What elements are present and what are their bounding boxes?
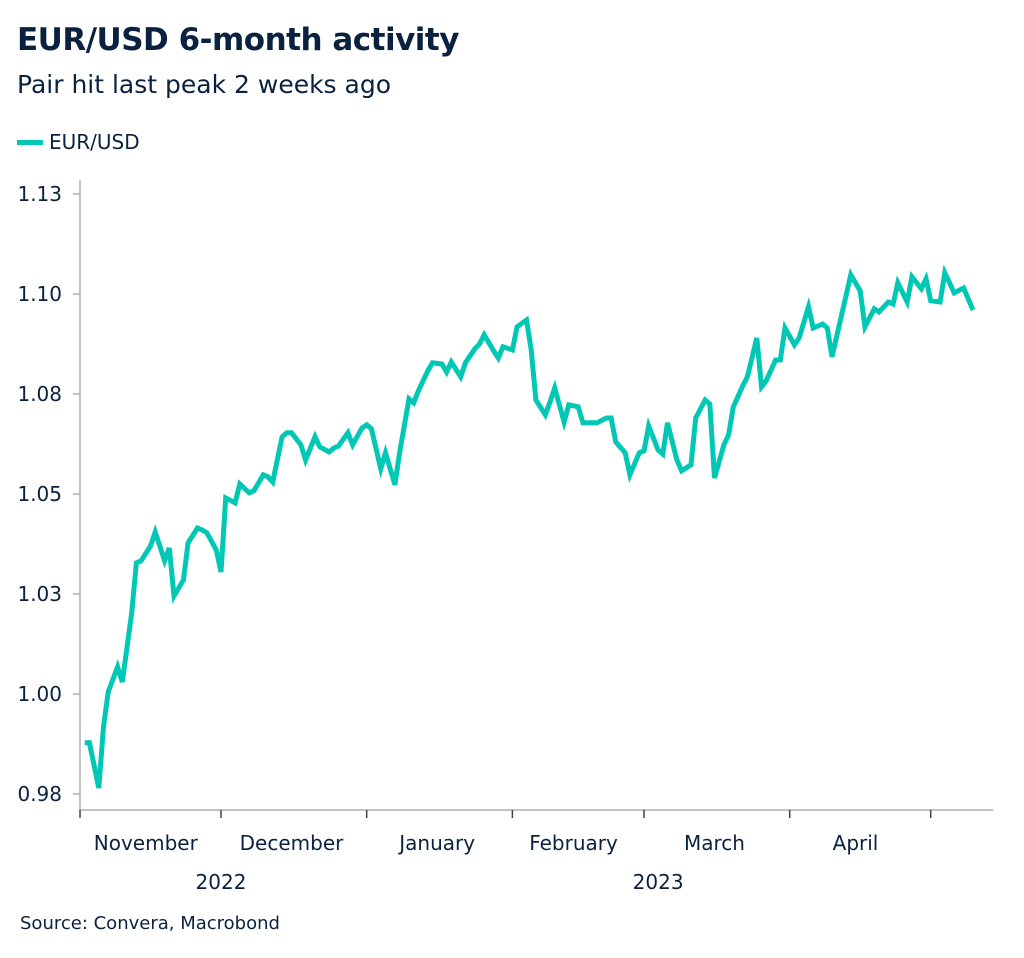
- chart-subtitle: Pair hit last peak 2 weeks ago: [17, 70, 392, 99]
- y-tick-label: 1.10: [17, 282, 62, 306]
- legend-swatch-eurusd: [17, 139, 43, 145]
- x-month-label: March: [684, 831, 745, 855]
- x-month-label: February: [529, 831, 618, 855]
- x-year-label: 2023: [633, 870, 684, 894]
- y-tick-label: 1.03: [17, 582, 62, 606]
- x-month-label: April: [833, 831, 879, 855]
- y-tick-label: 0.98: [17, 782, 62, 806]
- chart-title: EUR/USD 6-month activity: [17, 22, 459, 58]
- source-note: Source: Convera, Macrobond: [20, 913, 280, 934]
- x-year-label: 2022: [196, 870, 247, 894]
- y-tick-label: 1.05: [17, 482, 62, 506]
- legend-label-eurusd: EUR/USD: [49, 130, 140, 154]
- y-tick-label: 1.13: [17, 182, 62, 206]
- series-line-eurusd: [84, 264, 976, 789]
- legend: EUR/USD: [17, 130, 140, 154]
- x-month-label: January: [397, 831, 475, 855]
- y-tick-label: 1.08: [17, 382, 62, 406]
- x-month-label: December: [240, 831, 344, 855]
- y-tick-label: 1.00: [17, 682, 62, 706]
- x-month-label: November: [94, 831, 199, 855]
